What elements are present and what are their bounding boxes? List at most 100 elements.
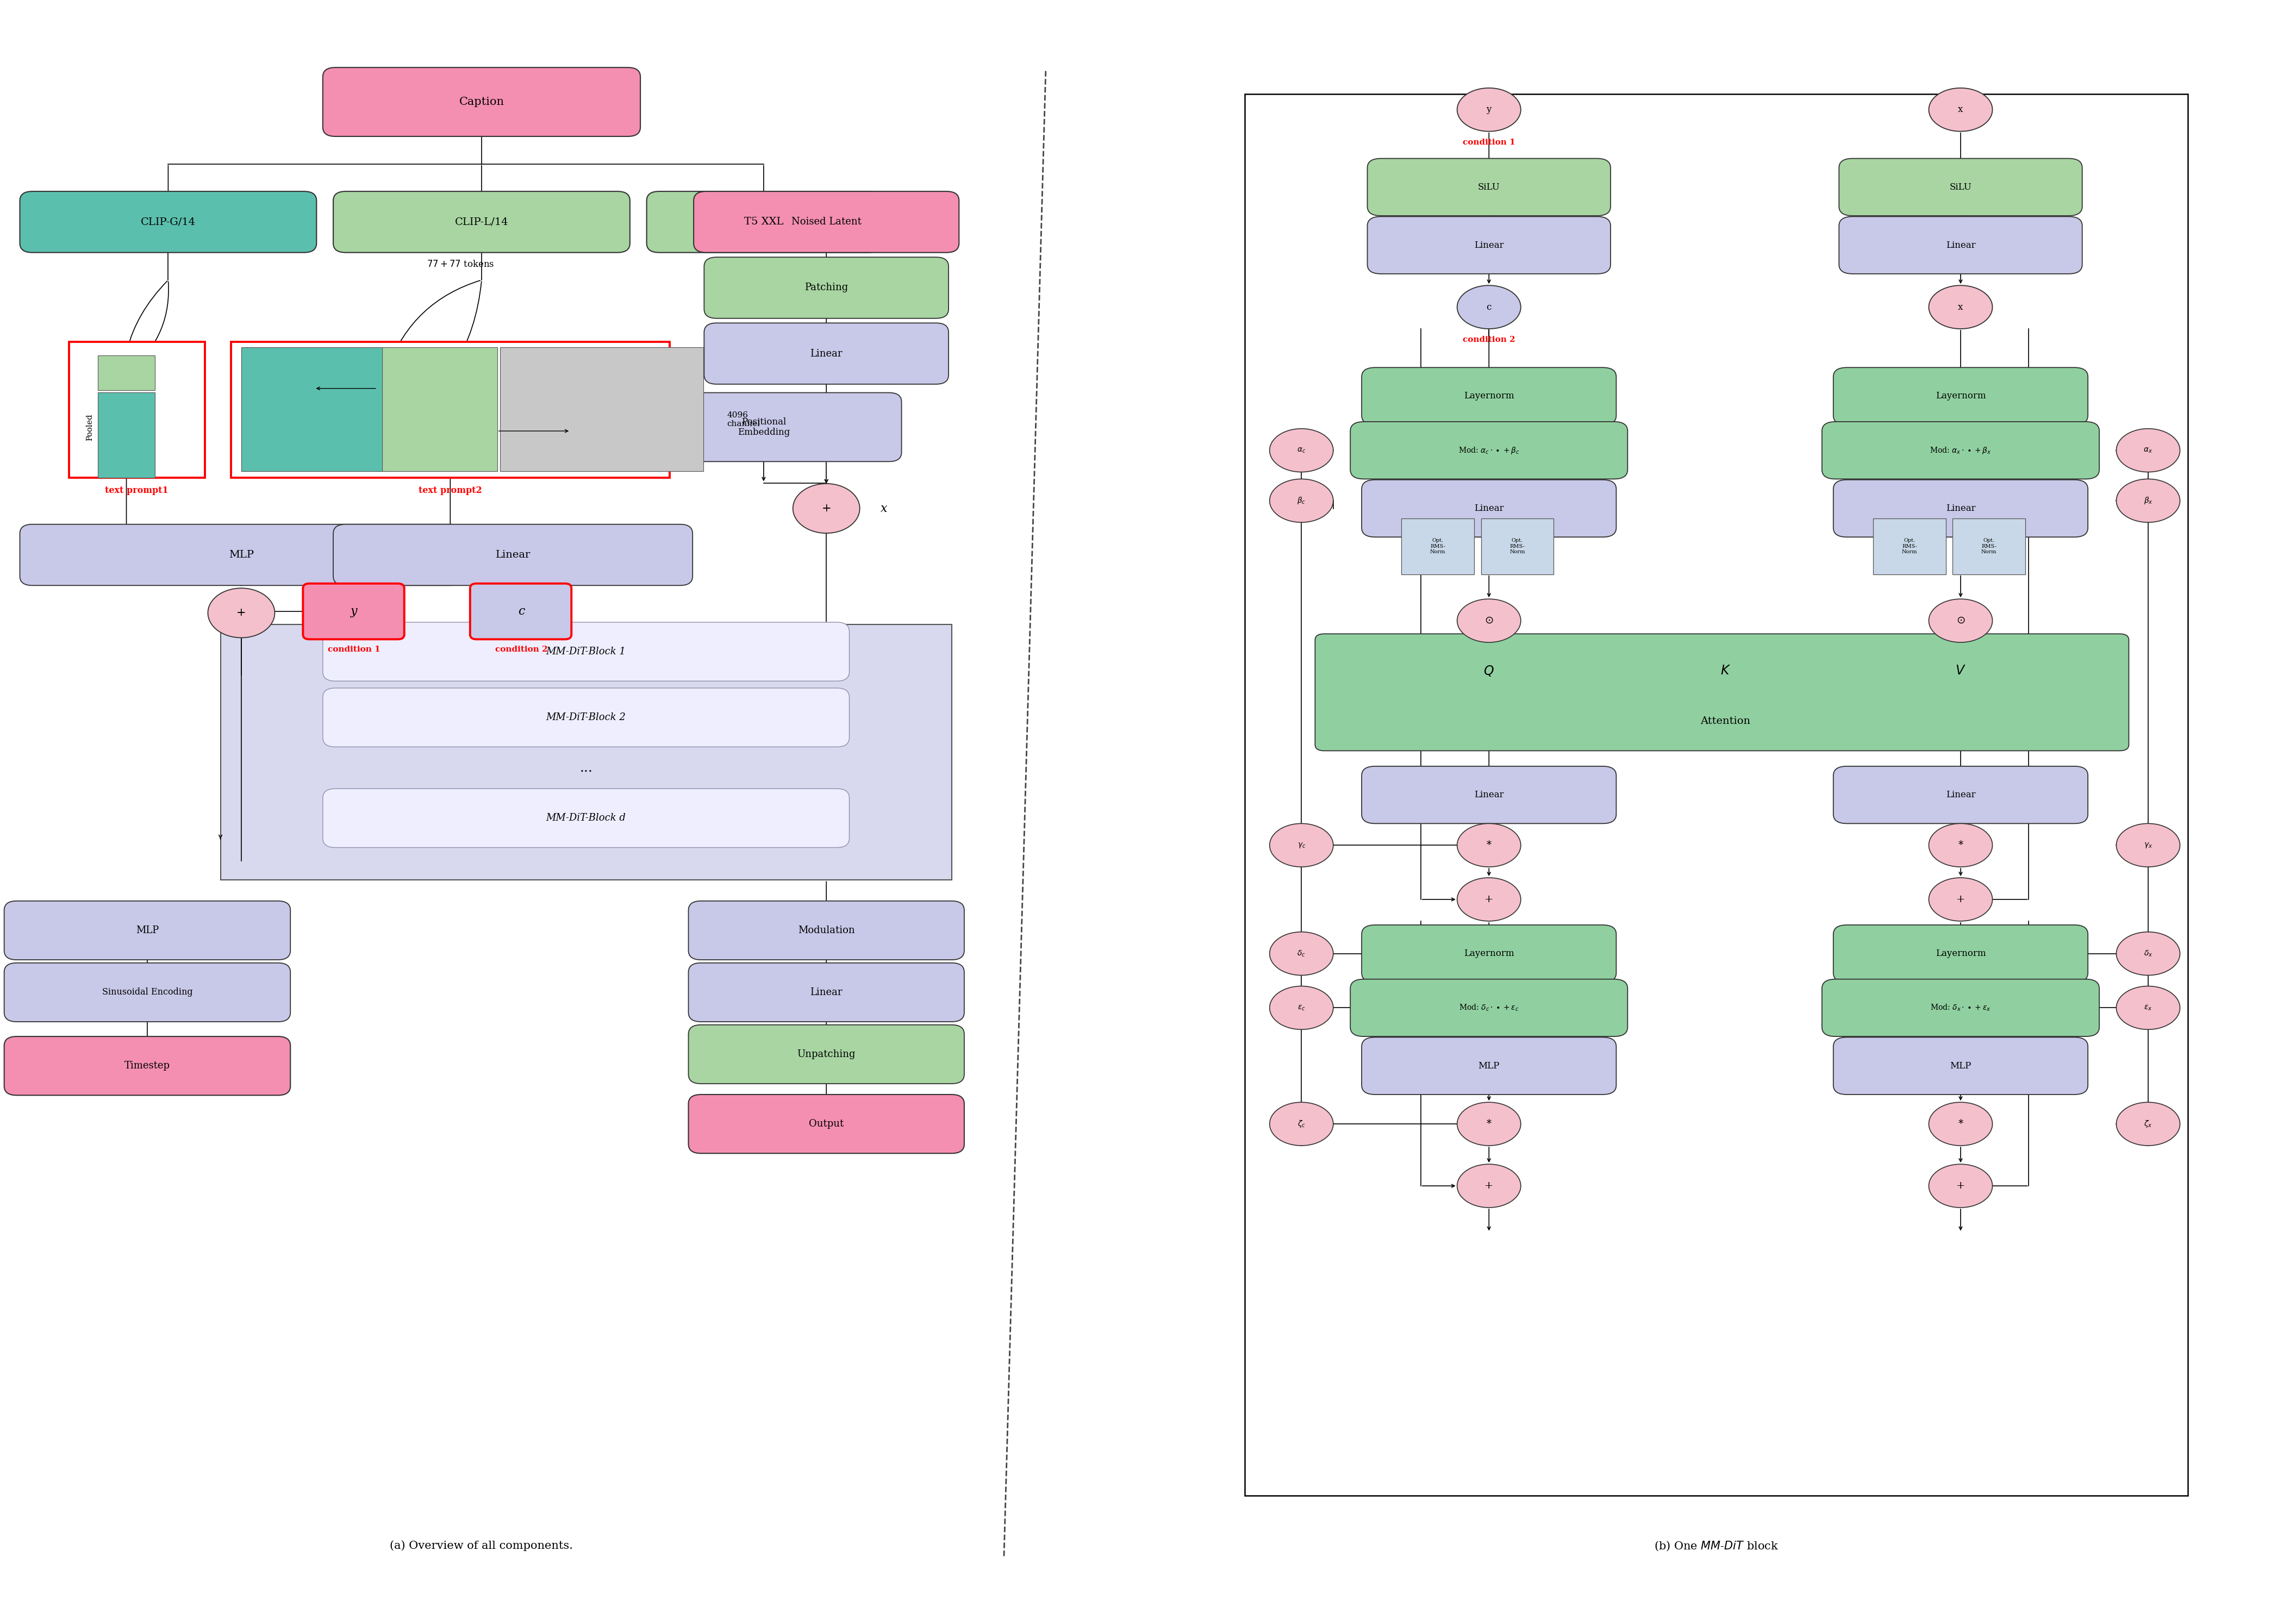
Text: $V$: $V$	[1956, 665, 1965, 677]
Text: Mod: $\delta_x\cdot\bullet+\epsilon_x$: Mod: $\delta_x\cdot\bullet+\epsilon_x$	[1931, 1003, 1991, 1013]
FancyBboxPatch shape	[1839, 216, 2082, 274]
FancyBboxPatch shape	[5, 902, 289, 960]
Text: Linear: Linear	[1474, 240, 1504, 250]
Text: +: +	[1956, 895, 1965, 905]
Text: Linear: Linear	[1945, 240, 1975, 250]
Text: ...: ...	[579, 761, 592, 774]
Text: 4096
channel: 4096 channel	[728, 411, 760, 427]
Text: Opt.
RMS-
Norm: Opt. RMS- Norm	[1901, 539, 1917, 555]
FancyBboxPatch shape	[1832, 1037, 2087, 1095]
FancyBboxPatch shape	[241, 347, 388, 471]
Text: c: c	[519, 605, 526, 618]
FancyBboxPatch shape	[1832, 368, 2087, 424]
FancyBboxPatch shape	[1368, 158, 1609, 216]
FancyBboxPatch shape	[324, 689, 850, 747]
FancyBboxPatch shape	[1401, 518, 1474, 574]
FancyBboxPatch shape	[232, 342, 670, 477]
Text: Linear: Linear	[1474, 503, 1504, 513]
Text: +: +	[236, 608, 246, 618]
Text: CLIP-L/14: CLIP-L/14	[455, 218, 507, 227]
Text: SiLU: SiLU	[1479, 182, 1499, 192]
Text: Caption: Caption	[459, 97, 505, 106]
Text: MLP: MLP	[230, 550, 255, 560]
Text: *: *	[1958, 1119, 1963, 1129]
Text: Mod: $\delta_c\cdot\bullet+\epsilon_c$: Mod: $\delta_c\cdot\bullet+\epsilon_c$	[1458, 1003, 1520, 1013]
FancyBboxPatch shape	[693, 192, 960, 253]
Text: x: x	[879, 502, 886, 515]
Circle shape	[2117, 429, 2179, 473]
FancyBboxPatch shape	[705, 323, 948, 384]
Text: (b) One $\mathit{MM}$-$\mathit{DiT}$ block: (b) One $\mathit{MM}$-$\mathit{DiT}$ blo…	[1653, 1540, 1779, 1552]
Text: Linear: Linear	[1945, 503, 1975, 513]
FancyBboxPatch shape	[471, 584, 572, 639]
Text: +: +	[1486, 1181, 1492, 1190]
Circle shape	[1929, 1102, 1993, 1145]
Circle shape	[1929, 598, 1993, 642]
FancyBboxPatch shape	[705, 256, 948, 318]
FancyBboxPatch shape	[689, 902, 964, 960]
Circle shape	[1458, 1165, 1520, 1208]
Circle shape	[2117, 1102, 2179, 1145]
FancyBboxPatch shape	[1350, 421, 1628, 479]
Text: Sinusoidal Encoding: Sinusoidal Encoding	[101, 987, 193, 997]
Circle shape	[792, 484, 859, 534]
Text: Pooled: Pooled	[85, 413, 94, 440]
FancyBboxPatch shape	[220, 624, 953, 881]
FancyBboxPatch shape	[1362, 479, 1616, 537]
FancyBboxPatch shape	[1362, 368, 1616, 424]
Text: $\gamma_c$: $\gamma_c$	[1297, 840, 1306, 850]
FancyBboxPatch shape	[1316, 634, 2128, 750]
Circle shape	[1270, 1102, 1334, 1145]
Text: Linear: Linear	[496, 550, 530, 560]
Circle shape	[209, 589, 276, 637]
FancyBboxPatch shape	[333, 192, 629, 253]
FancyBboxPatch shape	[333, 524, 693, 586]
FancyBboxPatch shape	[1874, 518, 1945, 574]
FancyBboxPatch shape	[1952, 518, 2025, 574]
Text: $\delta_c$: $\delta_c$	[1297, 948, 1306, 958]
Text: Timestep: Timestep	[124, 1061, 170, 1071]
Text: Patching: Patching	[804, 282, 847, 292]
Text: y: y	[351, 605, 358, 618]
Text: Opt.
RMS-
Norm: Opt. RMS- Norm	[1430, 539, 1446, 555]
FancyBboxPatch shape	[1823, 979, 2099, 1037]
Text: MLP: MLP	[1479, 1061, 1499, 1071]
FancyBboxPatch shape	[689, 1095, 964, 1153]
FancyBboxPatch shape	[324, 68, 641, 137]
Text: +: +	[1486, 895, 1492, 905]
Text: x: x	[1958, 303, 1963, 311]
Text: MM-DiT-Block d: MM-DiT-Block d	[546, 813, 627, 823]
Text: Layernorm: Layernorm	[1936, 392, 1986, 400]
FancyBboxPatch shape	[1362, 1037, 1616, 1095]
FancyBboxPatch shape	[99, 355, 156, 390]
Text: Unpatching: Unpatching	[797, 1050, 856, 1060]
Text: condition 2: condition 2	[496, 645, 546, 653]
FancyBboxPatch shape	[647, 192, 882, 253]
Text: text prompt1: text prompt1	[106, 486, 168, 495]
Text: +: +	[822, 503, 831, 513]
Circle shape	[1270, 986, 1334, 1029]
Text: Linear: Linear	[1945, 790, 1975, 800]
Text: c: c	[1486, 303, 1492, 311]
FancyBboxPatch shape	[1832, 479, 2087, 537]
FancyBboxPatch shape	[1368, 216, 1609, 274]
Circle shape	[1929, 89, 1993, 131]
FancyBboxPatch shape	[383, 347, 498, 471]
Text: Output: Output	[808, 1119, 845, 1129]
Text: *: *	[1486, 840, 1492, 850]
Text: Layernorm: Layernorm	[1465, 392, 1513, 400]
Text: Opt.
RMS-
Norm: Opt. RMS- Norm	[1511, 539, 1525, 555]
Text: *: *	[1486, 1119, 1492, 1129]
Circle shape	[1458, 1102, 1520, 1145]
Text: *: *	[1958, 840, 1963, 850]
Circle shape	[1270, 479, 1334, 523]
Circle shape	[1270, 824, 1334, 866]
Text: CLIP-G/14: CLIP-G/14	[140, 218, 195, 227]
Text: $\beta_c$: $\beta_c$	[1297, 495, 1306, 505]
Circle shape	[2117, 986, 2179, 1029]
Text: Linear: Linear	[810, 348, 843, 358]
Circle shape	[2117, 932, 2179, 976]
Text: y: y	[1486, 105, 1492, 115]
FancyBboxPatch shape	[21, 524, 464, 586]
Text: Positional
Embedding: Positional Embedding	[737, 418, 790, 437]
